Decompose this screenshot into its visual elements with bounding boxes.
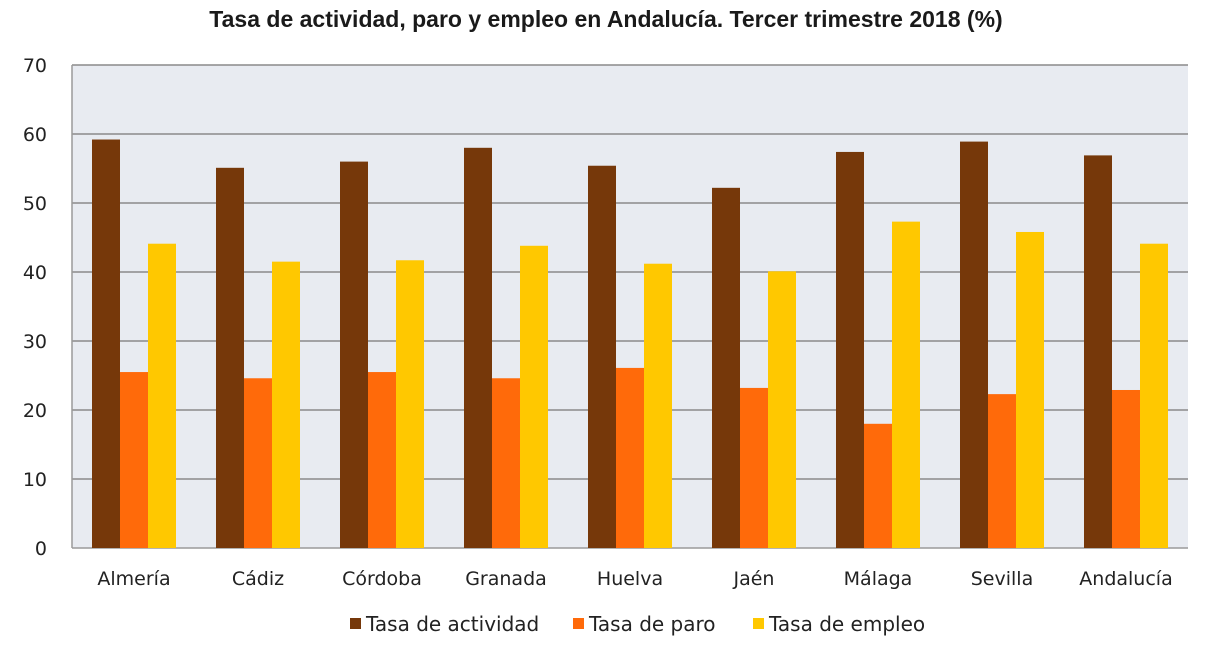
bar (520, 245, 548, 548)
legend-label: Tasa de actividad (365, 612, 539, 636)
legend-label: Tasa de empleo (768, 612, 925, 636)
bar (492, 378, 520, 548)
bar (340, 161, 368, 548)
x-tick-label: Andalucía (1079, 568, 1172, 590)
bar (120, 372, 148, 548)
y-tick-label: 60 (23, 124, 47, 146)
bar (244, 378, 272, 548)
legend-swatch (753, 618, 764, 629)
legend: Tasa de actividad Tasa de paro Tasa de emp… (350, 612, 925, 636)
bar (396, 260, 424, 548)
legend-label: Tasa de paro (588, 612, 716, 636)
bar (216, 167, 244, 548)
y-axis-ticks: 0 10 20 30 40 50 60 70 (23, 55, 47, 560)
bar (988, 394, 1016, 548)
bar (768, 271, 796, 548)
x-axis-ticks: Almería Cádiz Córdoba Granada Huelva Jaén Mála… (97, 568, 1172, 590)
bar (644, 263, 672, 548)
y-tick-label: 70 (23, 55, 47, 77)
bar (368, 372, 396, 548)
y-tick-label: 0 (35, 538, 47, 560)
bar (740, 387, 768, 548)
bar (960, 141, 988, 548)
bar (1084, 155, 1112, 548)
x-tick-label: Córdoba (342, 568, 422, 590)
legend-swatch (573, 618, 584, 629)
bar (92, 139, 120, 548)
bar (272, 261, 300, 548)
bar (1016, 231, 1044, 549)
bar (616, 367, 644, 548)
bar (836, 151, 864, 548)
bar (1140, 243, 1168, 548)
bar (588, 165, 616, 549)
bar (1112, 389, 1140, 548)
x-tick-label: Málaga (844, 568, 913, 590)
x-tick-label: Jaén (733, 568, 775, 590)
y-tick-label: 10 (23, 469, 47, 491)
x-tick-label: Granada (465, 568, 547, 590)
x-tick-label: Huelva (597, 568, 663, 590)
y-tick-label: 20 (23, 400, 47, 422)
x-tick-label: Sevilla (971, 568, 1033, 590)
y-tick-label: 50 (23, 193, 47, 215)
bar (864, 423, 892, 548)
bar (892, 221, 920, 548)
bar (148, 243, 176, 548)
bar (712, 187, 740, 548)
x-tick-label: Cádiz (232, 568, 284, 590)
y-tick-label: 40 (23, 262, 47, 284)
bar (464, 147, 492, 549)
x-tick-label: Almería (97, 568, 170, 590)
chart-title: Tasa de actividad, paro y empleo en Anda… (209, 6, 1003, 32)
bars (92, 139, 1168, 549)
legend-swatch (350, 618, 361, 629)
y-tick-label: 30 (23, 331, 47, 353)
